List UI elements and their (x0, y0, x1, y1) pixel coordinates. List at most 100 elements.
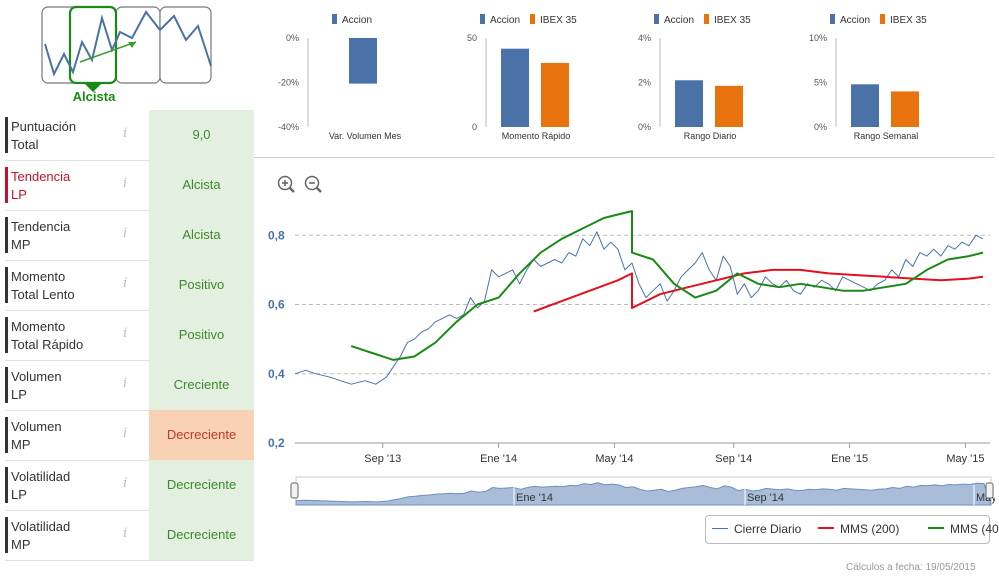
info-icon[interactable]: i (123, 126, 128, 141)
indicator-label-line1: Volatilidad (11, 469, 71, 484)
zoom-in-icon[interactable] (277, 175, 295, 193)
indicator-label-line2: Total Lento (11, 287, 75, 302)
y-tick-label: 0,8 (268, 228, 285, 242)
indicator-marker (5, 417, 8, 453)
indicator-value: 9,0 (149, 110, 254, 160)
range-navigator[interactable]: Ene '14 Sep '14 May (290, 475, 995, 511)
mini-charts: Accion 0% -20% -40% Var. Volumen Mes Accion IB… (278, 14, 927, 141)
x-tick-label: May '15 (946, 453, 984, 465)
indicator-row: Volumen LP i Creciente (5, 360, 254, 411)
calc-date: Cálculos a fecha: 19/05/2015 (846, 562, 976, 573)
navigator-handle-right[interactable] (985, 482, 994, 499)
y-tick-label: 10% (809, 33, 827, 43)
indicator-value: Alcista (149, 160, 254, 210)
mini-bar (851, 84, 879, 127)
indicator-row: Volumen MP i Decreciente (5, 410, 254, 461)
x-tick-label: Sep '14 (715, 453, 752, 465)
indicator-label-line1: Momento (11, 319, 66, 334)
indicator-value: Alcista (149, 210, 254, 260)
y-tick-label: 0,6 (268, 298, 285, 312)
info-icon[interactable]: i (123, 326, 128, 341)
legend-item[interactable]: Cierre Diario (712, 522, 801, 536)
zoom-out-icon[interactable] (304, 175, 322, 193)
x-tick-label: Sep '13 (364, 453, 401, 465)
indicator-value: Positivo (149, 260, 254, 310)
legend-swatch (704, 14, 709, 24)
x-tick-label: Ene '14 (480, 453, 517, 465)
y-tick-label: 0% (814, 122, 827, 132)
legend-label: Accion (342, 15, 372, 26)
legend-label: Accion (664, 15, 694, 26)
legend-swatch (530, 14, 535, 24)
info-icon[interactable]: i (123, 426, 128, 441)
navigator-handle-left[interactable] (290, 482, 299, 499)
indicator-marker (5, 217, 8, 253)
indicator-value: Decreciente (149, 460, 254, 510)
legend-label: Accion (840, 15, 870, 26)
info-icon[interactable]: i (123, 526, 128, 541)
indicator-label: Tendencia MP (11, 218, 121, 254)
chart-legend: Cierre Diario MMS (200) MMS (40) (705, 515, 999, 544)
legend-label: Accion (490, 15, 520, 26)
info-icon[interactable]: i (123, 276, 128, 291)
mini-bar (715, 85, 743, 127)
indicator-row: Volatilidad MP i Decreciente (5, 510, 254, 561)
legend-line (818, 527, 834, 529)
mini-chart-title: Rango Diario (684, 131, 737, 141)
legend-text: MMS (40) (950, 522, 999, 536)
indicator-row: Puntuación Total i 9,0 (5, 110, 254, 161)
indicator-label-line2: MP (11, 237, 31, 252)
legend-item[interactable]: MMS (200) (818, 522, 899, 536)
indicator-marker (5, 117, 8, 153)
indicator-label: Volumen MP (11, 418, 121, 454)
y-tick-label: 0 (472, 122, 477, 132)
legend-label: IBEX 35 (890, 15, 927, 26)
price-chart: 0,8 0,6 0,4 0,2 Sep '13 Ene '14 May '14 Sep '14… (268, 210, 990, 465)
mini-bar (541, 62, 569, 127)
y-tick-label: -20% (278, 78, 299, 88)
y-tick-label: 0,2 (268, 436, 285, 450)
y-tick-label: 0,4 (268, 367, 285, 381)
mini-bar (675, 80, 703, 127)
mini-chart: Accion IBEX 35 10% 5% 0% Rango Semanal (809, 14, 927, 141)
indicator-value: Creciente (149, 360, 254, 410)
legend-swatch (654, 14, 659, 24)
indicator-marker (5, 467, 8, 503)
y-tick-label: 5% (814, 78, 827, 88)
indicator-marker (5, 367, 8, 403)
indicator-label-line2: Total (11, 137, 39, 152)
legend-item[interactable]: MMS (40) (928, 522, 999, 536)
indicator-label: Volumen LP (11, 368, 121, 404)
legend-line (712, 528, 728, 529)
indicator-label-line2: MP (11, 537, 31, 552)
navigator-area (295, 482, 992, 506)
series-line-mms-40 (350, 210, 984, 361)
navigator-label: Sep '14 (747, 492, 784, 504)
info-icon[interactable]: i (123, 176, 128, 191)
legend-label: IBEX 35 (540, 15, 577, 26)
series-line-cierre-diario (294, 231, 984, 385)
info-icon[interactable]: i (123, 376, 128, 391)
mini-chart-title: Rango Semanal (854, 131, 919, 141)
mini-chart-title: Var. Volumen Mes (329, 131, 402, 141)
indicator-label-line1: Momento (11, 269, 66, 284)
mini-chart: Accion 0% -20% -40% Var. Volumen Mes (278, 14, 402, 141)
info-icon[interactable]: i (123, 226, 128, 241)
legend-label: IBEX 35 (714, 15, 751, 26)
info-icon[interactable]: i (123, 476, 128, 491)
indicator-label-line1: Volumen (11, 369, 62, 384)
x-tick-label: May '14 (595, 453, 633, 465)
indicator-marker (5, 317, 8, 353)
y-tick-label: 0% (638, 122, 651, 132)
indicator-label: Volatilidad LP (11, 468, 121, 504)
indicator-label-line1: Volatilidad (11, 519, 71, 534)
indicator-row: Tendencia LP i Alcista (5, 160, 254, 211)
y-tick-label: 50 (467, 33, 477, 43)
selected-pointer (84, 83, 102, 92)
indicator-label-line2: Total Rápido (11, 337, 84, 352)
y-tick-label: 2% (638, 78, 651, 88)
legend-text: MMS (200) (840, 522, 900, 536)
indicator-label: Tendencia LP (11, 168, 121, 204)
mini-chart: Accion IBEX 35 4% 2% 0% Rango Diario (638, 14, 751, 141)
indicator-label: Momento Total Rápido (11, 318, 121, 354)
